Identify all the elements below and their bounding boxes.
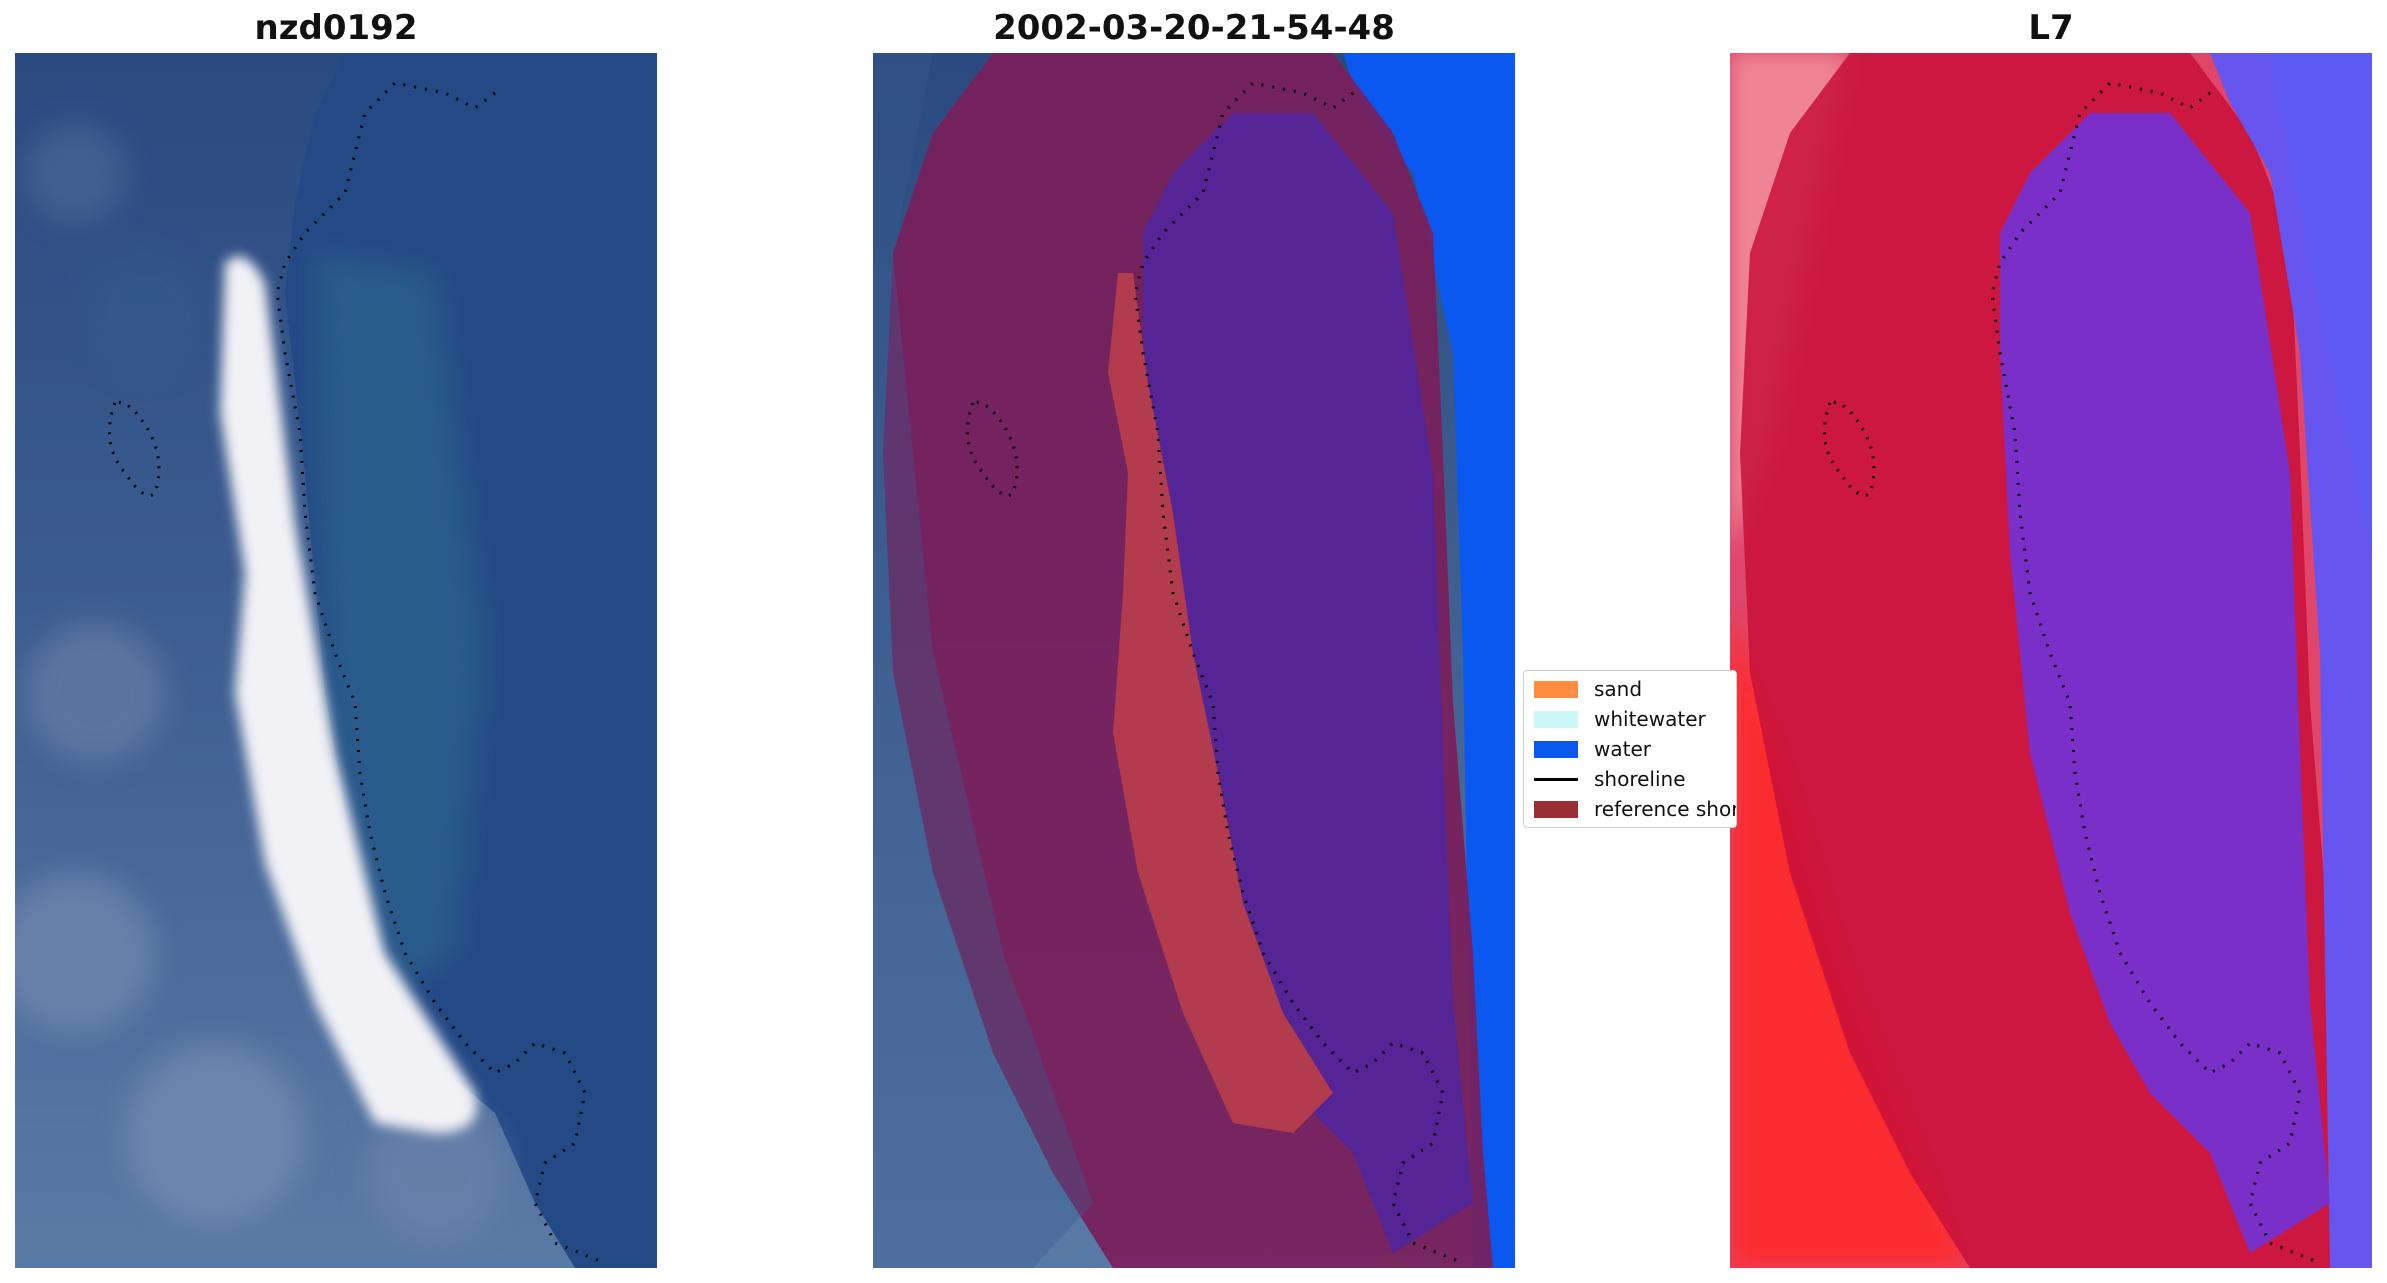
legend-label-sand: sand <box>1594 677 1643 701</box>
panel-title-index: L7 <box>2028 8 2074 48</box>
legend-item-shoreline: shoreline <box>1534 766 1686 792</box>
classified-image <box>873 53 1515 1268</box>
shoreline-line-icon <box>1534 777 1578 781</box>
legend-label-water: water <box>1594 737 1651 761</box>
legend-item-water: water <box>1534 736 1651 762</box>
water-swatch <box>1534 740 1578 758</box>
whitewater-swatch <box>1534 710 1578 728</box>
rgb-satellite-image <box>15 53 657 1268</box>
legend-label-whitewater: whitewater <box>1594 707 1706 731</box>
panel-title-classified: 2002-03-20-21-54-48 <box>993 8 1395 48</box>
sand-swatch <box>1534 680 1578 698</box>
panel-title-rgb: nzd0192 <box>254 8 418 48</box>
index-image <box>1730 53 2372 1268</box>
legend-item-whitewater: whitewater <box>1534 706 1706 732</box>
legend-label-reference-shoreline: reference shoreline buffer <box>1594 797 1737 821</box>
legend-item-sand: sand <box>1534 676 1642 702</box>
legend: sand whitewater water shoreline referenc… <box>1523 670 1737 828</box>
legend-label-shoreline: shoreline <box>1594 767 1686 791</box>
reference-shoreline-swatch <box>1534 800 1578 818</box>
legend-item-reference-shoreline: reference shoreline buffer <box>1534 796 1737 822</box>
